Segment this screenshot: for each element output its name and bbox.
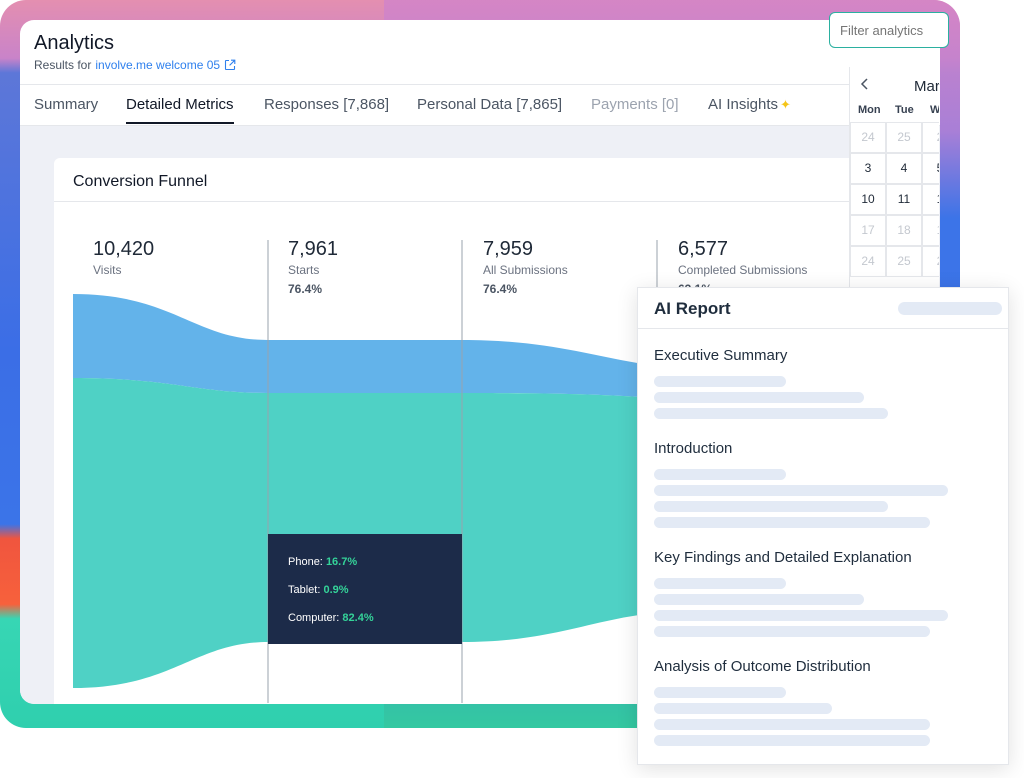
tooltip-row-tablet: Tablet: 0.9% — [288, 584, 442, 612]
tooltip-label: Computer: — [288, 612, 340, 624]
metric-value: 7,961 — [288, 238, 339, 260]
tooltip-row-phone: Phone: 16.7% — [288, 556, 442, 584]
ai-report-divider — [638, 328, 1008, 329]
skeleton-line — [654, 376, 786, 387]
external-link-icon[interactable] — [224, 59, 236, 71]
tab-ai-insights[interactable]: AI Insights ✦ — [708, 96, 791, 113]
calendar-day[interactable]: 2 — [922, 122, 939, 153]
device-tooltip: Phone: 16.7% Tablet: 0.9% Computer: 82.4… — [268, 534, 462, 644]
weekday-tue: Tue — [895, 104, 914, 116]
skeleton-line — [654, 578, 786, 589]
calendar-day[interactable]: 11 — [886, 184, 922, 215]
calendar-day[interactable]: 17 — [850, 215, 886, 246]
metric-label: Visits — [93, 263, 122, 277]
section-executive-summary: Executive Summary — [654, 347, 788, 364]
tab-payments[interactable]: Payments [0] — [591, 96, 679, 113]
skeleton-line — [654, 735, 930, 746]
date-picker: Mar Mon Tue W 24252345101111718124252 — [849, 67, 939, 297]
tooltip-label: Tablet: — [288, 584, 321, 596]
tooltip-value: 0.9% — [323, 584, 349, 596]
weekday-mon: Mon — [858, 104, 881, 116]
tooltip-value: 82.4% — [342, 612, 374, 624]
calendar-month: Mar — [914, 78, 939, 95]
subtitle: Results for involve.me welcome 05 — [34, 58, 236, 72]
skeleton-line — [654, 408, 888, 419]
calendar-day[interactable]: 18 — [886, 215, 922, 246]
calendar-day[interactable]: 25 — [886, 246, 922, 277]
metric-visits: 10,420 Visits — [93, 238, 154, 277]
calendar-day[interactable]: 5 — [922, 153, 939, 184]
tab-ai-insights-label: AI Insights — [708, 96, 779, 113]
calendar-day[interactable]: 1 — [922, 215, 939, 246]
metric-label: Starts — [288, 263, 320, 277]
calendar-day[interactable]: 24 — [850, 246, 886, 277]
ai-report-title: AI Report — [654, 299, 731, 318]
metric-starts: 7,961 Starts 76.4% — [288, 238, 338, 296]
skeleton-line — [654, 469, 786, 480]
section-introduction: Introduction — [654, 440, 733, 457]
metric-percent: 76.4% — [483, 282, 518, 296]
skeleton-line — [654, 517, 930, 528]
tooltip-label: Phone: — [288, 556, 323, 568]
calendar-day[interactable]: 3 — [850, 153, 886, 184]
skeleton-line — [654, 501, 888, 512]
ai-report-panel: AI Report Executive Summary Introduction… — [637, 287, 1009, 765]
calendar-day[interactable]: 10 — [850, 184, 886, 215]
skeleton-line — [654, 594, 864, 605]
metric-all-submissions: 7,959 All Submissions 76.4% — [483, 238, 568, 296]
tab-personal-data[interactable]: Personal Data [7,865] — [417, 96, 563, 113]
metric-label: All Submissions — [483, 263, 568, 277]
subtitle-prefix: Results for — [34, 58, 92, 72]
card-divider — [54, 201, 914, 202]
skeleton-line — [654, 687, 786, 698]
metric-value: 6,577 — [678, 238, 729, 260]
metric-label: Completed Submissions — [678, 263, 808, 277]
tab-responses[interactable]: Responses [7,868] — [264, 96, 390, 113]
calendar-day[interactable]: 25 — [886, 122, 922, 153]
skeleton-line — [654, 485, 948, 496]
metric-value: 7,959 — [483, 238, 534, 260]
tooltip-value: 16.7% — [325, 556, 358, 568]
tab-summary[interactable]: Summary — [34, 96, 99, 113]
calendar-day[interactable]: 2 — [922, 246, 939, 277]
section-outcome-distribution: Analysis of Outcome Distribution — [654, 658, 871, 675]
skeleton-line — [654, 610, 948, 621]
chevron-left-icon[interactable] — [860, 77, 870, 94]
project-link[interactable]: involve.me welcome 05 — [95, 58, 221, 72]
skeleton-line — [654, 626, 930, 637]
calendar-header: Mar — [850, 77, 939, 97]
calendar-day[interactable]: 4 — [886, 153, 922, 184]
tab-detailed-metrics[interactable]: Detailed Metrics — [126, 96, 234, 124]
tab-bar: Summary Detailed Metrics Responses [7,86… — [20, 84, 940, 126]
skeleton-pill — [898, 302, 1002, 315]
metric-value: 10,420 — [93, 238, 155, 260]
metric-percent: 76.4% — [288, 282, 323, 296]
filter-input[interactable] — [829, 12, 949, 48]
skeleton-line — [654, 719, 930, 730]
section-key-findings: Key Findings and Detailed Explanation — [654, 549, 912, 566]
sparkle-icon: ✦ — [780, 97, 791, 112]
weekday-wed: W — [930, 104, 939, 116]
tooltip-row-computer: Computer: 82.4% — [288, 612, 442, 640]
page-header: Analytics Results for involve.me welcome… — [20, 20, 940, 84]
card-title: Conversion Funnel — [73, 173, 208, 190]
calendar-day[interactable]: 1 — [922, 184, 939, 215]
skeleton-line — [654, 703, 832, 714]
page-title: Analytics — [34, 32, 115, 54]
skeleton-line — [654, 392, 864, 403]
calendar-day[interactable]: 24 — [850, 122, 886, 153]
